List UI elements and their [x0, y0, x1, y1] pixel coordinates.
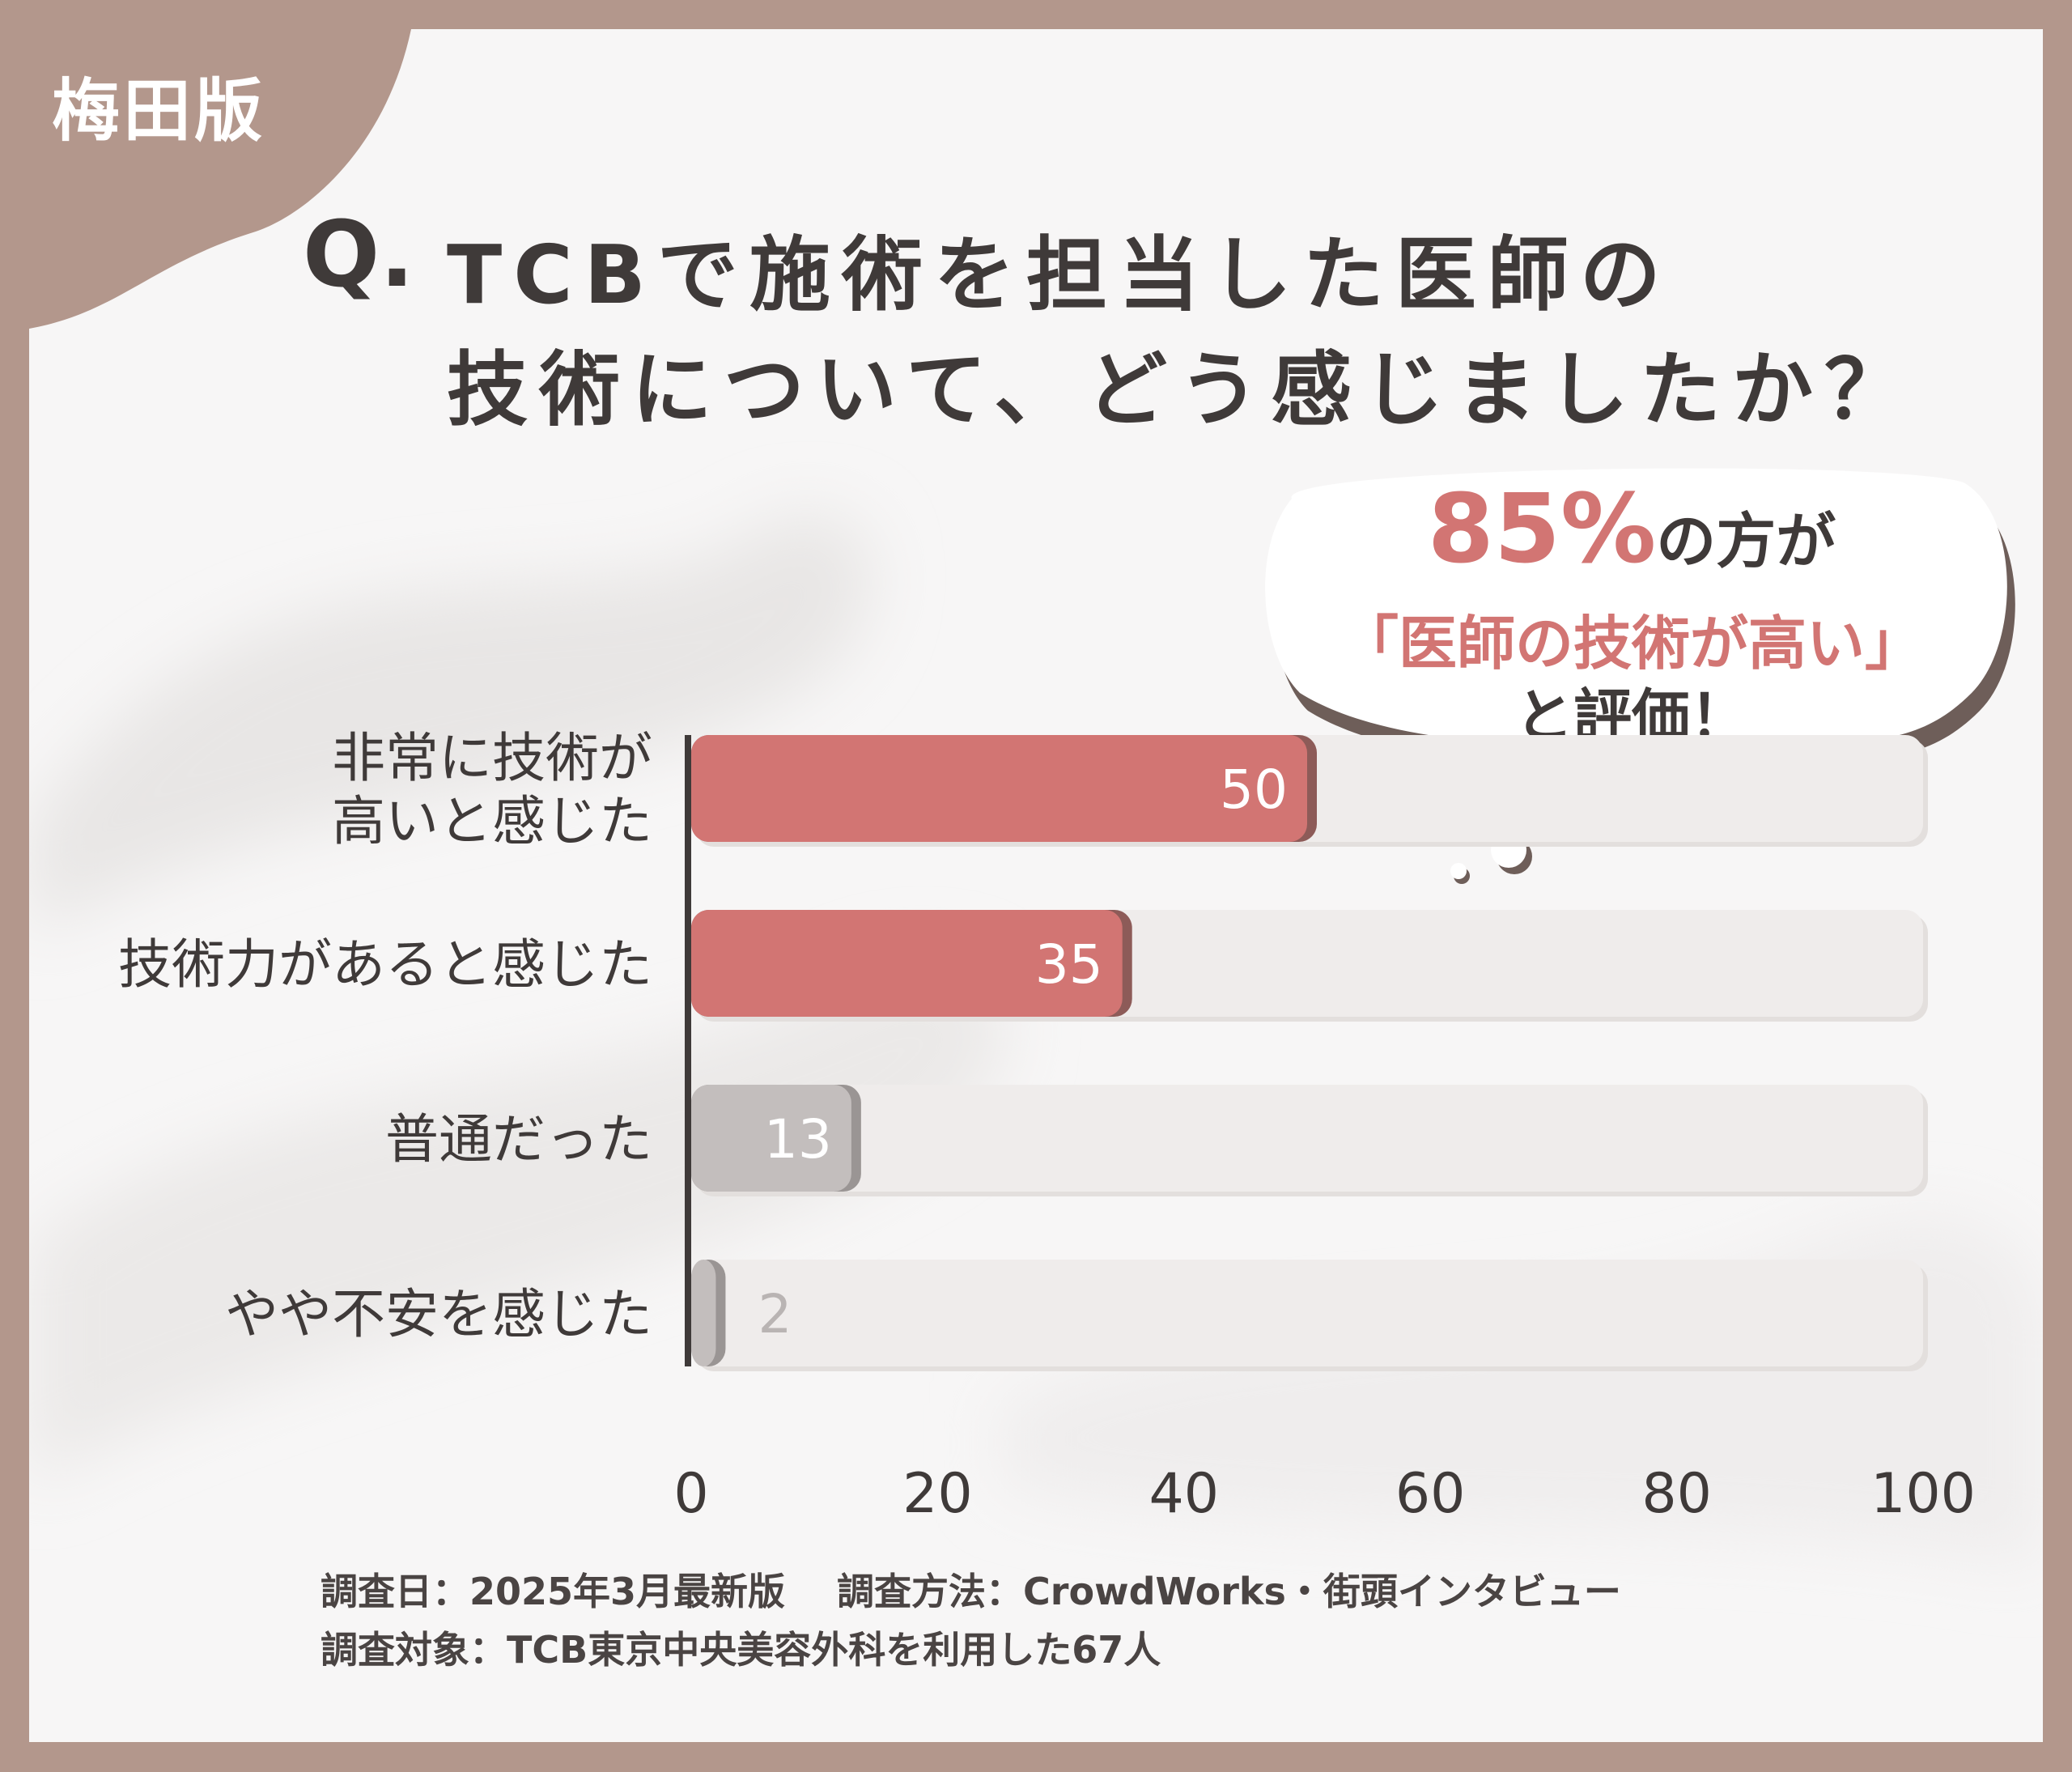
region-badge: 梅田版 [52, 71, 266, 151]
survey-method: 調査方法：CrowdWorks・街頭インタビュー [837, 1570, 1621, 1613]
survey-date: 調査日：2025年3月最新版 [321, 1570, 786, 1613]
speech-bubble [1265, 468, 2015, 884]
x-tick-label: 80 [1641, 1462, 1712, 1526]
bar-track [691, 1085, 1923, 1192]
bar-value-label: 2 [758, 1283, 792, 1345]
category-label: 高いと感じた [332, 790, 652, 852]
bar-value-label: 13 [764, 1108, 832, 1171]
callout-line-1-rest: の方が [1656, 507, 1836, 576]
x-tick-label: 40 [1149, 1462, 1220, 1526]
x-tick-label: 20 [902, 1462, 973, 1526]
category-label: 普通だった [385, 1108, 652, 1171]
x-tick-label: 100 [1870, 1462, 1976, 1526]
bar-value-label: 35 [1035, 933, 1103, 996]
question-mark: Q. [303, 202, 414, 308]
bar-value-label: 50 [1220, 759, 1288, 821]
bar [691, 910, 1123, 1017]
footer-line-1: 調査日：2025年3月最新版 調査方法：CrowdWorks・街頭インタビュー [321, 1562, 1621, 1616]
question-line-1: TCBで施術を担当した医師の [447, 227, 1672, 322]
survey-target: 調査対象：TCB東京中央美容外科を利用した67人 [321, 1628, 1161, 1672]
category-label: 非常に技術が [332, 727, 652, 789]
category-label: 技術力があると感じた [118, 933, 652, 996]
question-line-2: 技術について、どう感じましたか？ [447, 342, 1917, 437]
callout-line-2: 「医師の技術が高い」 [1340, 610, 1923, 678]
bar-track [691, 1260, 1923, 1366]
bar [691, 1085, 851, 1192]
x-tick-label: 0 [673, 1462, 708, 1526]
x-tick-label: 60 [1395, 1462, 1466, 1526]
corner-badge-shape [29, 29, 411, 329]
bar [691, 735, 1307, 842]
infographic-card: 梅田版 Q. TCBで施術を担当した医師の 技術について、どう感じましたか？ 8… [29, 29, 2043, 1742]
callout-percent: 85% [1427, 473, 1657, 584]
bar [691, 1260, 716, 1366]
callout-line-1: 85%の方が [1243, 473, 2020, 584]
category-label: やや不安を感じた [225, 1283, 652, 1345]
